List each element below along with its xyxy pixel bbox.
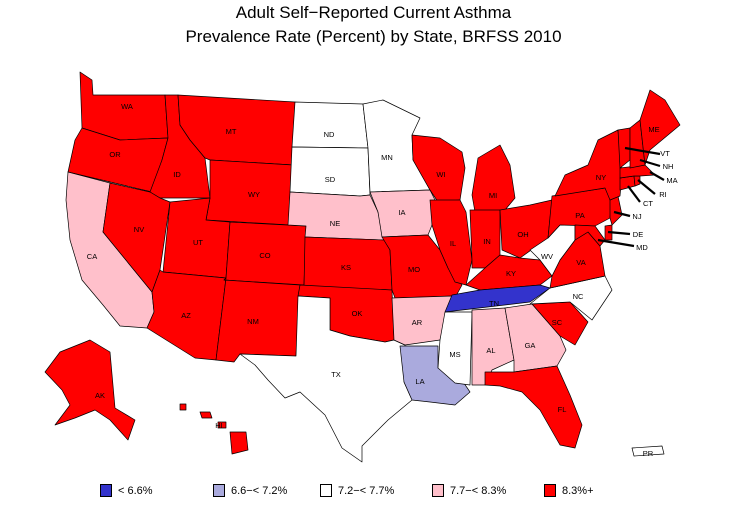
- state-la[interactable]: [399, 345, 471, 406]
- label-pa: PA: [575, 211, 584, 220]
- label-mi: MI: [489, 191, 497, 200]
- legend-swatch: [213, 484, 225, 497]
- label-fl: FL: [558, 405, 567, 414]
- label-ut: UT: [193, 238, 203, 247]
- label-nd: ND: [324, 130, 335, 139]
- legend-label: < 6.6%: [118, 484, 153, 497]
- label-oh: OH: [517, 230, 528, 239]
- label-wy: WY: [248, 190, 260, 199]
- label-al: AL: [486, 346, 495, 355]
- label-wi: WI: [436, 170, 445, 179]
- label-nm: NM: [247, 317, 259, 326]
- label-va: VA: [576, 258, 585, 267]
- state-ak[interactable]: [44, 339, 136, 441]
- state-ct[interactable]: [619, 175, 636, 191]
- label-ct: CT: [643, 199, 653, 208]
- label-me: ME: [648, 125, 659, 134]
- label-md: MD: [636, 243, 648, 252]
- label-or: OR: [109, 150, 121, 159]
- label-sc: SC: [552, 318, 563, 327]
- label-ks: KS: [341, 263, 351, 272]
- state-ny[interactable]: [554, 129, 623, 201]
- legend-label: 7.2−< 7.7%: [338, 484, 395, 497]
- label-az: AZ: [181, 311, 191, 320]
- state-hi[interactable]: [179, 403, 249, 455]
- label-mt: MT: [226, 127, 237, 136]
- label-ia: IA: [398, 208, 405, 217]
- label-tx: TX: [331, 370, 341, 379]
- label-il: IL: [450, 239, 456, 248]
- legend-swatch: [544, 484, 556, 497]
- legend-label: 8.3%+: [562, 484, 594, 497]
- label-ok: OK: [352, 309, 363, 318]
- legend-label: 7.7−< 8.3%: [450, 484, 507, 497]
- state-labels: WA OR CA ID NV MT WY UT AZ CO NM ND SD N…: [87, 102, 678, 458]
- state-sd[interactable]: [289, 146, 371, 197]
- label-ca: CA: [87, 252, 97, 261]
- label-ga: GA: [525, 341, 536, 350]
- state-me[interactable]: [639, 89, 681, 166]
- legend-item: < 6.6%: [100, 484, 153, 497]
- label-mn: MN: [381, 153, 393, 162]
- state-ma[interactable]: [619, 164, 656, 179]
- state-mo[interactable]: [381, 234, 463, 299]
- label-wv: WV: [541, 252, 553, 261]
- state-mi[interactable]: [471, 144, 516, 213]
- label-id: ID: [173, 170, 181, 179]
- label-nj: NJ: [632, 212, 641, 221]
- label-de: DE: [633, 230, 643, 239]
- label-ak: AK: [95, 391, 105, 400]
- label-tn: TN: [489, 299, 499, 308]
- label-hi: HI: [215, 421, 223, 430]
- state-nv[interactable]: [102, 182, 171, 293]
- legend-item: 6.6−< 7.2%: [213, 484, 287, 497]
- label-pr: PR: [643, 449, 654, 458]
- label-ky: KY: [506, 269, 516, 278]
- legend-item: 8.3%+: [544, 484, 594, 497]
- label-ny: NY: [596, 173, 606, 182]
- label-wa: WA: [121, 102, 133, 111]
- map-title-line-1: Adult Self−Reported Current Asthma: [235, 3, 512, 22]
- label-la: LA: [415, 377, 424, 386]
- label-sd: SD: [325, 175, 336, 184]
- legend-swatch: [100, 484, 112, 497]
- label-nc: NC: [573, 292, 584, 301]
- state-tx[interactable]: [239, 295, 413, 463]
- legend-item: 7.7−< 8.3%: [432, 484, 506, 497]
- state-md[interactable]: [574, 224, 606, 247]
- label-mo: MO: [408, 265, 420, 274]
- label-in: IN: [483, 237, 491, 246]
- state-wy[interactable]: [205, 159, 294, 226]
- label-ri: RI: [659, 190, 667, 199]
- legend-swatch: [320, 484, 332, 497]
- label-co: CO: [259, 251, 270, 260]
- label-ar: AR: [412, 318, 423, 327]
- legend-label: 6.6−< 7.2%: [231, 484, 288, 497]
- label-nh: NH: [663, 162, 674, 171]
- label-vt: VT: [660, 149, 670, 158]
- state-nd[interactable]: [291, 101, 369, 149]
- state-fl[interactable]: [484, 365, 583, 449]
- leader-lines: [597, 146, 665, 248]
- label-ms: MS: [449, 350, 460, 359]
- state-pr[interactable]: [631, 445, 665, 457]
- label-nv: NV: [134, 225, 144, 234]
- map-title-line-2: Prevalence Rate (Percent) by State, BRFS…: [185, 27, 562, 46]
- label-ma: MA: [666, 176, 677, 185]
- label-ne: NE: [330, 219, 340, 228]
- state-nj[interactable]: [609, 195, 623, 226]
- state-ia[interactable]: [369, 189, 441, 238]
- legend-swatch: [432, 484, 444, 497]
- legend-item: 7.2−< 7.7%: [320, 484, 394, 497]
- state-il[interactable]: [429, 199, 473, 286]
- legend: < 6.6% 6.6−< 7.2% 7.2−< 7.7% 7.7−< 8.3% 8.3%…: [0, 484, 747, 504]
